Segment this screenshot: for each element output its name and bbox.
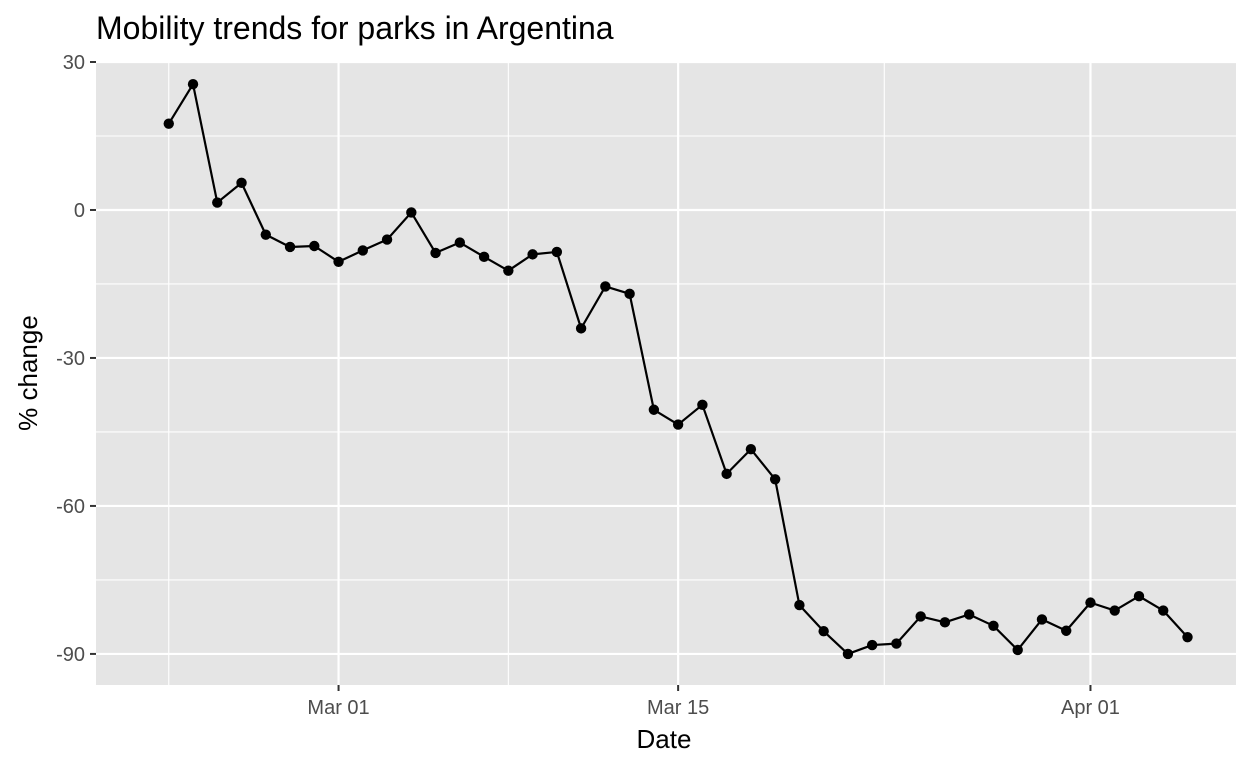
data-point	[672, 419, 684, 430]
major-gridlines	[96, 60, 1236, 685]
y-axis-title: % change	[13, 315, 43, 431]
data-point	[891, 638, 902, 649]
x-tick-label: Apr 01	[1061, 697, 1120, 719]
chart-title: Mobility trends for parks in Argentina	[96, 10, 614, 46]
data-point	[745, 444, 757, 455]
data-point	[915, 611, 926, 622]
data-point	[1158, 605, 1169, 616]
data-point	[260, 229, 271, 240]
data-point	[1182, 631, 1193, 643]
data-point	[551, 246, 563, 258]
data-point	[236, 177, 247, 189]
data-point	[988, 620, 999, 632]
data-points	[163, 78, 1193, 660]
data-point	[430, 247, 441, 259]
data-point	[187, 78, 199, 90]
y-tick-label: -30	[56, 348, 85, 370]
data-point	[212, 197, 223, 208]
data-point	[454, 237, 466, 248]
data-point	[1085, 597, 1096, 608]
data-point	[357, 245, 369, 256]
data-point	[1036, 614, 1048, 625]
data-point	[478, 251, 490, 263]
data-point	[406, 207, 417, 218]
data-point	[939, 617, 951, 628]
data-point	[503, 265, 514, 276]
x-axis-title: Date	[637, 724, 692, 754]
data-point	[818, 626, 829, 637]
data-point	[648, 404, 660, 415]
data-point	[1012, 644, 1023, 656]
x-tick-label: Mar 01	[307, 697, 369, 719]
minor-gridlines	[96, 62, 1236, 685]
data-point	[842, 648, 854, 660]
data-point	[866, 639, 878, 651]
x-axis: Mar 01 Mar 15 Apr 01	[307, 685, 1120, 719]
data-point	[575, 323, 587, 334]
data-point	[1133, 591, 1145, 602]
y-tick-label: 30	[63, 52, 85, 74]
data-point	[333, 256, 344, 267]
y-tick-label: 0	[74, 200, 85, 222]
data-point	[697, 399, 708, 411]
y-axis: 30 0 -30 -60 -90	[56, 52, 96, 666]
data-point	[963, 609, 975, 620]
data-point	[624, 288, 635, 300]
x-tick-label: Mar 15	[647, 697, 709, 719]
data-point	[309, 240, 320, 252]
y-tick-label: -60	[56, 496, 85, 518]
plot-panel	[96, 62, 1236, 685]
data-point	[163, 118, 174, 129]
data-point	[1109, 605, 1120, 616]
data-point	[721, 468, 732, 480]
data-point	[794, 599, 805, 611]
data-point	[527, 249, 538, 260]
data-point	[381, 234, 393, 245]
data-point	[1061, 625, 1072, 636]
data-point	[769, 474, 781, 485]
data-point	[284, 241, 296, 253]
y-tick-label: -90	[56, 644, 85, 666]
data-point	[600, 281, 611, 292]
